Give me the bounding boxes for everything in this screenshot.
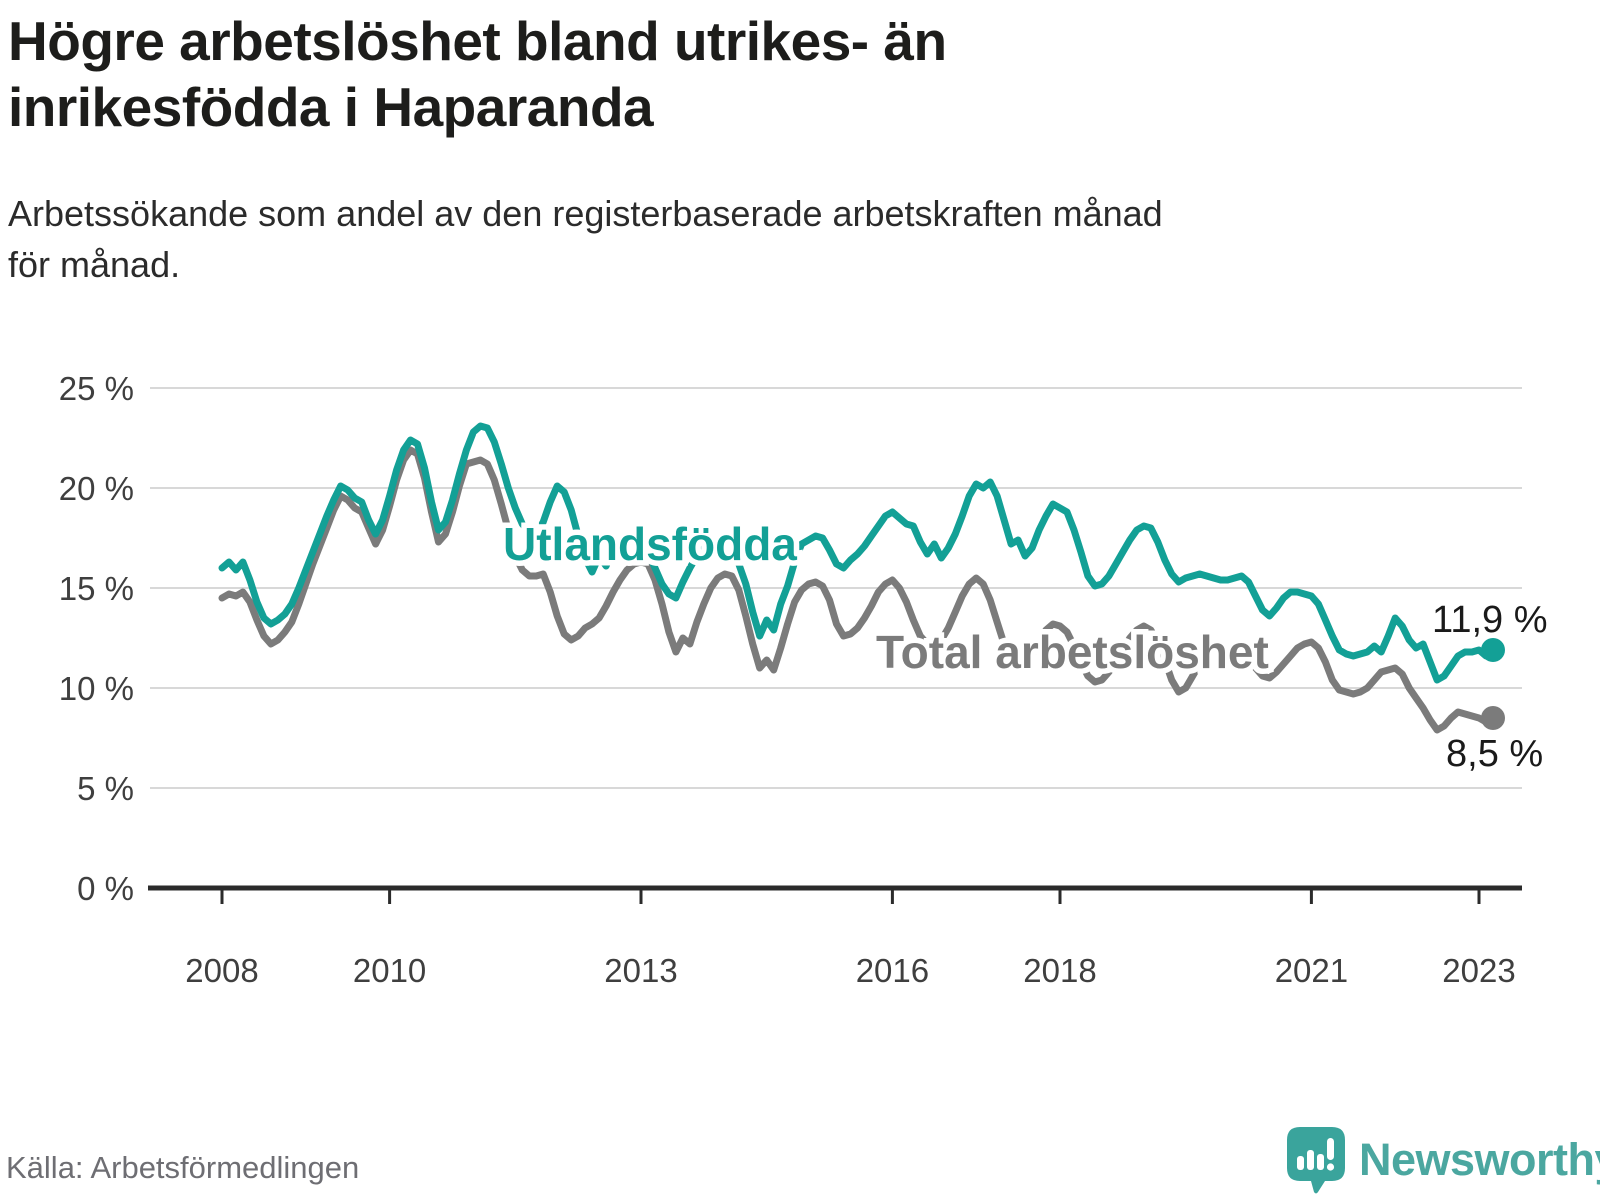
end-value-label-total: 8,5 % [1446,733,1543,775]
newsworthy-logo-icon [1287,1127,1345,1194]
series-label-total: Total arbetslöshet [876,626,1269,678]
y-tick-label-10: 10 % [59,670,134,707]
logo-bar-1 [1297,1156,1304,1170]
logo-bar-3 [1317,1154,1324,1170]
logo-exclamation-bar [1327,1138,1334,1160]
x-tick-label-2008: 2008 [185,952,258,989]
x-tick-label-2023: 2023 [1442,952,1515,989]
series-end-dot-total [1481,706,1505,730]
series-end-dot-utlandsfodda [1481,638,1505,662]
y-tick-label-15: 15 % [59,570,134,607]
x-tick-label-2016: 2016 [856,952,929,989]
end-value-label-utlandsfodda: 11,9 % [1432,599,1547,641]
title-line-2: inrikesfödda i Haparanda [8,76,654,138]
page-title: Högre arbetslöshet bland utrikes- än inr… [8,8,1408,140]
newsworthy-logo: Newsworthy [1286,1126,1600,1194]
series-lines [218,422,1505,734]
y-tick-label-5: 5 % [77,770,134,807]
subtitle-line-1: Arbetssökande som andel av den registerb… [8,193,1163,234]
gridlines: 0 % 5 % 10 % 15 % 20 % 25 % [59,370,1522,907]
y-tick-label-0: 0 % [77,870,134,907]
x-tick-label-2018: 2018 [1023,952,1096,989]
logo-bar-2 [1307,1150,1314,1170]
x-axis: 2008 2010 2013 2016 2018 2021 2023 [148,885,1522,989]
subtitle-line-2: för månad. [8,244,181,286]
chart-subtitle: Arbetssökande som andel av den registerb… [8,188,1578,290]
logo-exclamation-dot [1326,1163,1335,1171]
x-tick-label-2010: 2010 [353,952,426,989]
title-line-1: Högre arbetslöshet bland utrikes- än [8,10,947,72]
source-attribution: Källa: Arbetsförmedlingen [6,1150,360,1185]
x-tick-label-2013: 2013 [604,952,677,989]
logo-bubble-shape [1287,1127,1345,1194]
series-label-utlandsfodda: Utlandsfödda [503,518,797,570]
series-line-utlandsfodda [218,422,1497,684]
x-tick-label-2021: 2021 [1275,952,1348,989]
y-tick-label-20: 20 % [59,470,134,507]
newsworthy-logo-text: Newsworthy [1359,1134,1600,1185]
y-tick-label-25: 25 % [59,370,134,407]
